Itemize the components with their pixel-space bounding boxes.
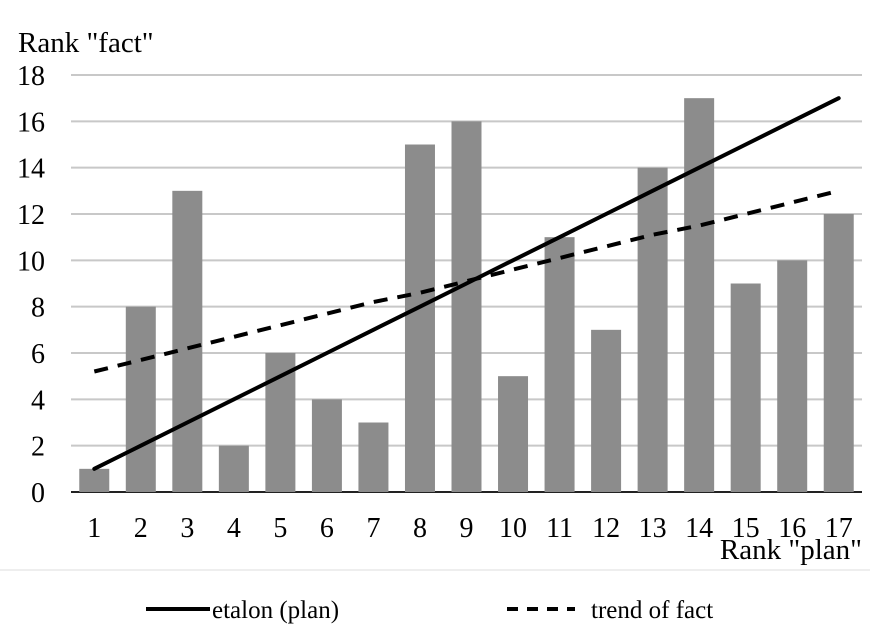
y-tick-label: 4 — [31, 385, 45, 416]
x-tick-label: 12 — [592, 513, 620, 544]
x-axis-label: Rank "plan" — [720, 534, 862, 566]
x-tick-label: 7 — [366, 513, 380, 544]
y-tick-labels: 0 2 4 6 8 10 12 14 16 18 — [17, 61, 45, 509]
bar — [730, 283, 761, 492]
x-tick-label: 14 — [685, 513, 713, 544]
bar — [125, 306, 156, 492]
bar — [544, 237, 575, 492]
x-tick-label: 4 — [227, 513, 241, 544]
x-tick-label: 3 — [180, 513, 194, 544]
bar — [311, 399, 342, 492]
x-tick-label: 5 — [273, 513, 287, 544]
x-tick-label: 15 — [732, 513, 760, 544]
bar — [823, 214, 854, 492]
x-tick-labels: 1 2 3 4 5 6 7 8 9 10 11 12 13 14 15 16 17 — [87, 513, 852, 544]
y-tick-label: 6 — [31, 339, 45, 370]
x-tick-label: 8 — [413, 513, 427, 544]
bar-series — [79, 98, 854, 493]
legend-label-etalon: etalon (plan) — [212, 597, 339, 624]
x-tick-label: 2 — [134, 513, 148, 544]
y-axis-label: Rank "fact" — [18, 27, 154, 59]
bar — [451, 121, 482, 492]
y-tick-label: 8 — [31, 293, 45, 324]
bar — [172, 190, 203, 493]
x-tick-label: 6 — [320, 513, 334, 544]
bar — [684, 98, 715, 493]
y-tick-label: 14 — [17, 154, 45, 185]
bar — [218, 445, 249, 492]
etalon-line — [92, 96, 841, 471]
bar — [358, 422, 389, 492]
x-tick-label: 16 — [778, 513, 806, 544]
bar — [265, 353, 296, 492]
y-tick-label: 2 — [31, 432, 45, 463]
x-tick-label: 13 — [639, 513, 667, 544]
x-tick-label: 11 — [546, 513, 573, 544]
x-tick-label: 10 — [499, 513, 527, 544]
y-tick-label: 10 — [17, 246, 45, 277]
trend-line — [93, 188, 840, 374]
bar — [404, 144, 435, 492]
legend: etalon (plan) trend of fact — [146, 597, 713, 624]
x-tick-label: 9 — [460, 513, 474, 544]
y-tick-label: 18 — [17, 61, 45, 92]
legend-label-trend: trend of fact — [591, 597, 713, 624]
y-tick-label: 0 — [31, 478, 45, 509]
x-tick-label: 17 — [825, 513, 853, 544]
bar — [79, 468, 110, 492]
x-tick-label: 1 — [87, 513, 101, 544]
y-tick-label: 12 — [17, 200, 45, 231]
line-series — [92, 96, 841, 471]
bar — [591, 329, 622, 492]
y-tick-label: 16 — [17, 107, 45, 138]
bar — [637, 167, 668, 492]
bar — [777, 260, 808, 492]
bar — [498, 376, 529, 492]
